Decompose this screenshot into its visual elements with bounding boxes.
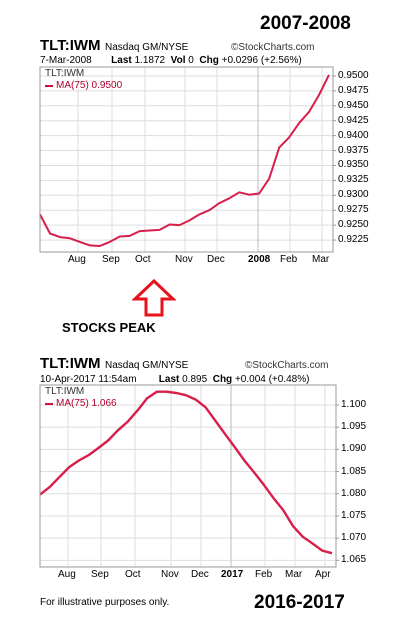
top-chart: TLT:IWM Nasdaq GM/NYSE ©StockCharts.com …: [0, 0, 416, 270]
bottom-chart-y-tick-label: 1.095: [341, 421, 367, 433]
bottom-chart-x-tick-label: Dec: [191, 569, 209, 580]
top-chart-y-tick-label: 0.9275: [338, 204, 369, 216]
top-chart-legend-series: MA(75) 0.9500: [45, 80, 122, 92]
bottom-chart-chg: +0.004 (+0.48%): [234, 374, 310, 385]
top-period-label: 2007-2008: [260, 13, 351, 34]
top-chart-y-tick-label: 0.9400: [338, 129, 369, 141]
bottom-chart-y-tick-label: 1.075: [341, 509, 367, 521]
bottom-chart-x-tick-label: Feb: [255, 569, 273, 580]
top-chart-y-tick-label: 0.9225: [338, 234, 369, 246]
bottom-chart-exchange: Nasdaq GM/NYSE: [104, 360, 189, 371]
top-chart-frame: [39, 66, 334, 253]
top-chart-chg: +0.0296 (+2.56%): [221, 55, 302, 66]
bottom-chart-legend-series: MA(75) 1.066: [45, 398, 117, 410]
stocks-peak-label: STOCKS PEAK: [62, 320, 156, 335]
top-chart-y-tick-label: 0.9250: [338, 219, 369, 231]
bottom-chart-brand: ©StockCharts.com: [245, 360, 329, 371]
top-chart-legend-series-label: MA(75) 0.9500: [56, 80, 123, 91]
top-chart-x-tick-label: Dec: [207, 254, 225, 265]
bottom-chart-x-tick-label: 2017: [221, 569, 244, 580]
bottom-chart-chg-label: Chg: [212, 374, 233, 385]
top-chart-vol: 0: [188, 55, 194, 66]
top-chart-x-tick-label: Mar: [312, 254, 330, 265]
bottom-chart-x-tick-label: Apr: [315, 569, 331, 580]
top-chart-legend-symbol: TLT:IWM: [45, 68, 85, 79]
up-arrow-outline-icon: [132, 278, 176, 317]
top-chart-y-tick-label: 0.9425: [338, 114, 369, 126]
top-chart-y-tick-label: 0.9375: [338, 144, 369, 156]
top-chart-x-tick-label: 2008: [248, 254, 271, 265]
bottom-chart-y-tick-label: 1.065: [341, 554, 367, 566]
bottom-chart-y-tick-label: 1.100: [341, 398, 367, 410]
bottom-period-label: 2016-2017: [254, 592, 345, 613]
bottom-chart-x-tick-label: Aug: [58, 569, 76, 580]
top-chart-exchange: Nasdaq GM/NYSE: [104, 42, 189, 53]
top-chart-chg-label: Chg: [199, 55, 219, 66]
top-chart-x-tick-label: Feb: [280, 254, 298, 265]
top-chart-y-tick-label: 0.9300: [338, 189, 369, 201]
top-chart-last-label: Last: [111, 55, 132, 66]
bottom-chart-header: TLT:IWM Nasdaq GM/NYSE: [40, 355, 188, 373]
top-chart-date: 7-Mar-2008: [40, 55, 92, 66]
bottom-chart-subheader: 10-Apr-2017 11:54am Last 0.895 Chg +0.00…: [40, 374, 309, 385]
top-chart-vol-label: Vol: [170, 55, 186, 66]
bottom-chart-legend-swatch: [45, 403, 53, 405]
bottom-chart-x-tick-label: Sep: [91, 569, 109, 580]
top-chart-x-tick-label: Aug: [68, 254, 86, 265]
top-chart-legend: TLT:IWM MA(75) 0.9500: [45, 68, 122, 92]
footer-note: For illustrative purposes only.: [40, 597, 170, 608]
top-chart-subheader: 7-Mar-2008 Last 1.1872 Vol 0 Chg +0.0296…: [40, 55, 302, 66]
top-chart-series-line: [39, 74, 330, 247]
bottom-chart-x-tick-label: Mar: [285, 569, 303, 580]
bottom-chart-legend: TLT:IWM MA(75) 1.066: [45, 386, 117, 410]
bottom-chart-frame: [39, 384, 337, 568]
top-chart-x-tick-label: Nov: [175, 254, 193, 265]
bottom-chart-y-tick-label: 1.070: [341, 532, 367, 544]
bottom-chart-date: 10-Apr-2017 11:54am: [40, 374, 137, 385]
top-chart-header: TLT:IWM Nasdaq GM/NYSE: [40, 37, 188, 55]
top-chart-y-tick-label: 0.9325: [338, 174, 369, 186]
top-chart-legend-swatch: [45, 85, 53, 87]
bottom-chart-symbol: TLT:IWM: [40, 355, 101, 372]
top-chart-y-tick-label: 0.9350: [338, 159, 369, 171]
top-chart-brand: ©StockCharts.com: [231, 42, 315, 53]
top-chart-symbol: TLT:IWM: [40, 37, 101, 54]
bottom-chart-x-tick-label: Oct: [125, 569, 141, 580]
top-chart-x-tick-label: Sep: [102, 254, 120, 265]
top-chart-last: 1.1872: [134, 55, 166, 66]
top-chart-y-tick-label: 0.9500: [338, 69, 369, 81]
bottom-chart-y-tick-label: 1.080: [341, 487, 367, 499]
bottom-chart-legend-series-label: MA(75) 1.066: [56, 398, 117, 409]
bottom-chart-y-tick-label: 1.090: [341, 443, 367, 455]
bottom-chart-last-label: Last: [158, 374, 180, 385]
bottom-chart-x-tick-label: Nov: [161, 569, 179, 580]
top-chart-y-tick-label: 0.9475: [338, 84, 369, 96]
bottom-chart-y-tick-label: 1.085: [341, 465, 367, 477]
top-chart-x-tick-label: Oct: [135, 254, 151, 265]
bottom-chart-series-line: [39, 390, 333, 555]
top-chart-plot: [39, 66, 336, 253]
bottom-chart-last: 0.895: [182, 374, 208, 385]
bottom-chart-legend-symbol: TLT:IWM: [45, 386, 85, 397]
top-chart-y-tick-label: 0.9450: [338, 99, 369, 111]
